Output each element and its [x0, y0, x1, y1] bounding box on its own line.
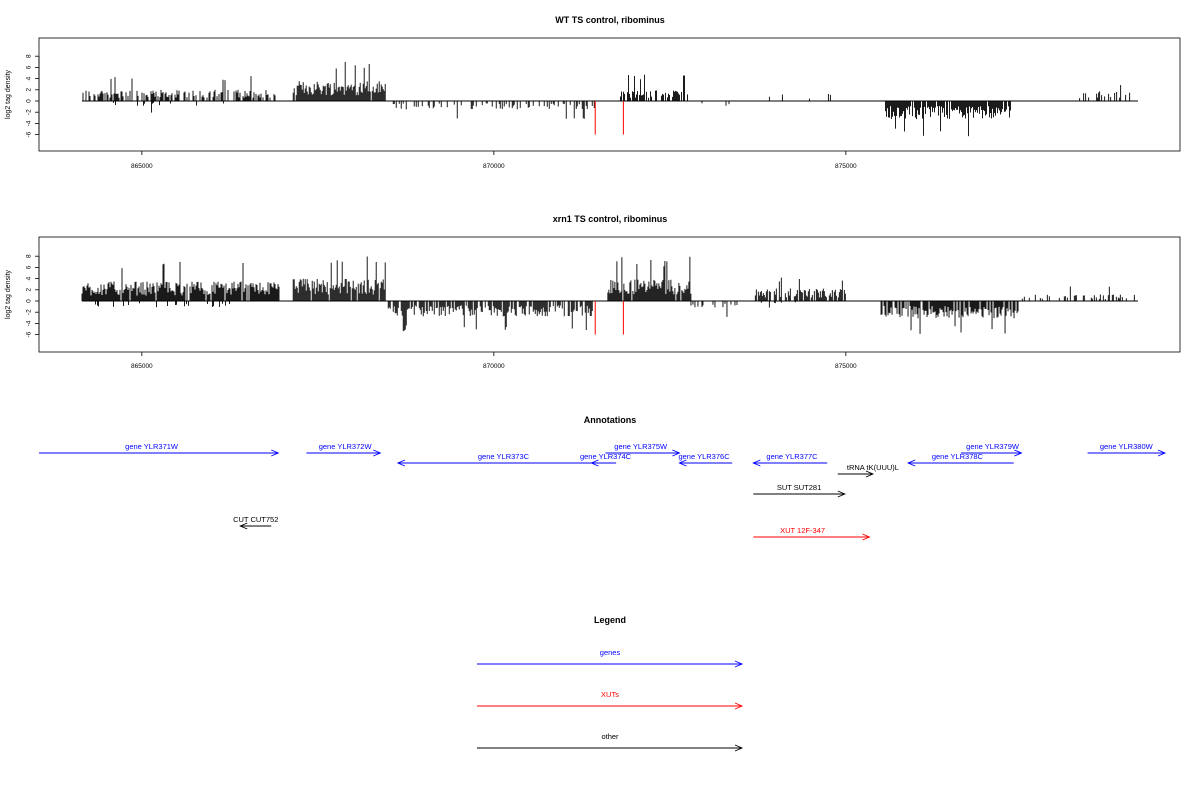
legend-label: other [601, 732, 619, 741]
feature-arrowhead [906, 459, 916, 467]
feature-label: gene YLR380W [1100, 442, 1154, 451]
wt-red-marks [594, 101, 624, 135]
feature-label: gene YLR371W [125, 442, 179, 451]
xrn1-y-tick-label: -6 [26, 331, 33, 337]
wt-x-tick-label: 875000 [835, 163, 857, 170]
annotation-feature: tRNA tK(UUU)L [837, 463, 899, 478]
feature-label: gene YLR372W [319, 442, 373, 451]
feature-arrowhead [678, 459, 687, 467]
feature-arrowhead [1014, 449, 1023, 457]
wt-panel-title: WT TS control, ribominus [555, 15, 665, 25]
annotation-feature: CUT CUT752 [233, 515, 278, 530]
xrn1-y-tick-label: -2 [26, 309, 33, 315]
legend-arrowhead [734, 744, 744, 752]
annotation-feature: XUT 12F-347 [753, 526, 871, 541]
xrn1-x-tick-label: 870000 [483, 363, 505, 370]
legend-arrowhead [734, 660, 744, 668]
feature-arrowhead [396, 459, 406, 467]
feature-arrowhead [862, 533, 871, 541]
legend: Legend genes XUTs other [477, 615, 744, 752]
feature-label: gene YLR376C [678, 452, 730, 461]
wt-y-tick-label: -4 [26, 120, 33, 126]
feature-arrowhead [865, 470, 875, 478]
feature-label: gene YLR378C [932, 452, 984, 461]
feature-arrowhead [1157, 449, 1167, 457]
legend-label: genes [600, 648, 621, 657]
feature-label: XUT 12F-347 [780, 526, 825, 535]
wt-x-tick-label: 865000 [131, 163, 153, 170]
feature-arrowhead [373, 449, 382, 457]
legend-items: genes XUTs other [477, 648, 744, 752]
wt-y-tick-label: -6 [26, 131, 33, 137]
annotation-feature: gene YLR380W [1087, 442, 1167, 457]
xrn1-y-tick-label: -4 [26, 320, 33, 326]
annotation-feature: gene YLR376C [678, 452, 733, 467]
annotation-feature: gene YLR379W [960, 442, 1023, 457]
legend-title: Legend [594, 615, 626, 625]
xrn1-y-axis: 8 6 4 2 0 -2 -4 -6 [26, 254, 40, 337]
wt-x-axis: 865000 870000 875000 [131, 151, 857, 170]
feature-label: CUT CUT752 [233, 515, 278, 524]
xrn1-y-tick-label: 6 [26, 265, 33, 269]
legend-item: genes [477, 648, 744, 668]
xrn1-x-tick-label: 875000 [835, 363, 857, 370]
annotation-features: gene YLR371W gene YLR372W gene YLR373C gene… [39, 442, 1167, 541]
xrn1-y-tick-label: 4 [26, 276, 33, 280]
wt-y-tick-label: 4 [26, 76, 33, 80]
legend-arrowhead [734, 702, 744, 710]
xrn1-x-axis: 865000 870000 875000 [131, 352, 857, 370]
annotation-feature: gene YLR373C [396, 452, 617, 467]
annotation-feature: gene YLR377C [752, 452, 828, 467]
wt-y-axis: 8 6 4 2 0 -2 -4 -6 [26, 54, 40, 137]
xrn1-panel: xrn1 TS control, ribominus log2 tag dens… [5, 214, 1181, 370]
xrn1-panel-title: xrn1 TS control, ribominus [553, 214, 668, 224]
wt-y-tick-label: 6 [26, 65, 33, 69]
feature-label: SUT SUT281 [777, 483, 821, 492]
wt-y-axis-label: log2 tag density [5, 69, 12, 119]
annotation-feature: SUT SUT281 [753, 483, 846, 498]
xrn1-density-bars [81, 256, 1135, 334]
annotation-feature: gene YLR378C [906, 452, 1014, 467]
xrn1-x-tick-label: 865000 [131, 363, 153, 370]
feature-label: tRNA tK(UUU)L [847, 463, 899, 472]
feature-label: gene YLR379W [966, 442, 1020, 451]
annotations-panel: Annotations gene YLR371W gene YLR372Wgene… [39, 415, 1167, 541]
annotation-feature: gene YLR375W [605, 442, 681, 457]
wt-y-tick-label: 2 [26, 88, 33, 92]
feature-label: gene YLR375W [614, 442, 668, 451]
xrn1-red-marks [594, 301, 624, 335]
legend-item: other [477, 732, 744, 752]
feature-arrowhead [837, 490, 846, 498]
annotation-feature: gene YLR372W [306, 442, 382, 457]
xrn1-y-axis-label: log2 tag density [5, 269, 12, 319]
wt-y-tick-label: 0 [26, 99, 33, 103]
annotations-title: Annotations [584, 415, 637, 425]
feature-arrowhead [271, 449, 280, 457]
feature-label: gene YLR374C [580, 452, 632, 461]
feature-arrowhead [672, 449, 681, 457]
wt-panel: WT TS control, ribominus log2 tag densit… [5, 15, 1181, 170]
wt-density-bars [82, 61, 1131, 137]
annotation-feature: gene YLR374C [580, 452, 632, 467]
wt-y-tick-label: 8 [26, 54, 33, 58]
feature-arrowhead [752, 459, 761, 467]
feature-arrowhead [239, 522, 248, 530]
feature-arrowhead [590, 459, 599, 467]
xrn1-y-tick-label: 8 [26, 254, 33, 258]
xrn1-y-tick-label: 0 [26, 299, 33, 303]
wt-x-tick-label: 870000 [483, 163, 505, 170]
wt-y-tick-label: -2 [26, 109, 33, 115]
xrn1-y-tick-label: 2 [26, 288, 33, 292]
feature-label: gene YLR373C [478, 452, 530, 461]
annotation-feature: gene YLR371W [39, 442, 280, 457]
legend-item: XUTs [477, 690, 744, 710]
legend-label: XUTs [601, 690, 619, 699]
feature-label: gene YLR377C [766, 452, 818, 461]
